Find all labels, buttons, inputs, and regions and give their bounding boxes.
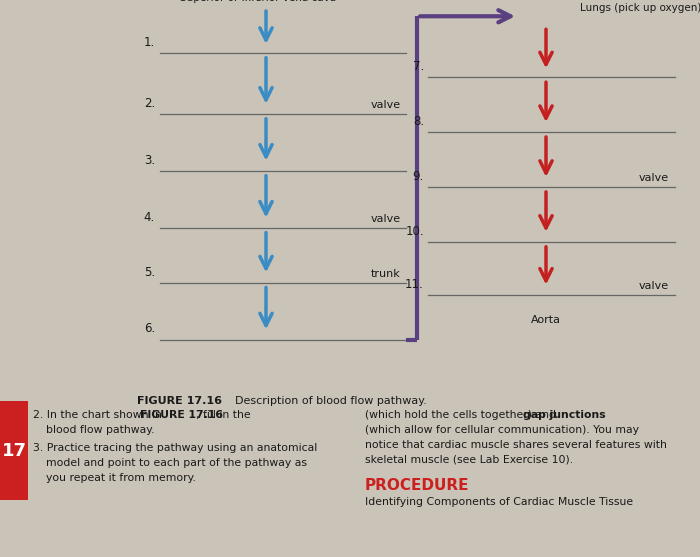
Text: 10.: 10. bbox=[405, 225, 424, 238]
Text: you repeat it from memory.: you repeat it from memory. bbox=[46, 472, 196, 482]
Text: valve: valve bbox=[370, 100, 400, 110]
Text: 2. In the chart shown in: 2. In the chart shown in bbox=[33, 410, 165, 420]
Text: 6.: 6. bbox=[144, 323, 155, 335]
Text: Aorta: Aorta bbox=[531, 315, 561, 325]
Text: skeletal muscle (see Lab Exercise 10).: skeletal muscle (see Lab Exercise 10). bbox=[365, 455, 573, 465]
Text: Description of blood flow pathway.: Description of blood flow pathway. bbox=[235, 397, 427, 407]
Text: Lungs (pick up oxygen): Lungs (pick up oxygen) bbox=[580, 3, 700, 13]
Text: PROCEDURE: PROCEDURE bbox=[365, 477, 470, 492]
Text: , fill in the: , fill in the bbox=[196, 410, 251, 420]
Text: Identifying Components of Cardiac Muscle Tissue: Identifying Components of Cardiac Muscle… bbox=[365, 497, 633, 507]
Text: 11.: 11. bbox=[405, 278, 424, 291]
Text: 3. Practice tracing the pathway using an anatomical: 3. Practice tracing the pathway using an… bbox=[33, 443, 317, 453]
Text: valve: valve bbox=[639, 281, 669, 291]
Text: FIGURE 17.16: FIGURE 17.16 bbox=[140, 410, 223, 420]
Text: 17: 17 bbox=[1, 442, 27, 460]
Text: (which allow for cellular communication). You may: (which allow for cellular communication)… bbox=[365, 425, 639, 435]
FancyBboxPatch shape bbox=[0, 401, 28, 500]
Text: notice that cardiac muscle shares several features with: notice that cardiac muscle shares severa… bbox=[365, 440, 667, 450]
Text: model and point to each part of the pathway as: model and point to each part of the path… bbox=[46, 458, 307, 468]
Text: (which hold the cells together) and: (which hold the cells together) and bbox=[365, 410, 559, 420]
Text: 9.: 9. bbox=[413, 170, 424, 183]
Text: 4.: 4. bbox=[144, 211, 155, 223]
Text: trunk: trunk bbox=[371, 268, 400, 278]
Text: 8.: 8. bbox=[413, 115, 424, 128]
Text: blood flow pathway.: blood flow pathway. bbox=[46, 425, 155, 435]
Text: gap junctions: gap junctions bbox=[523, 410, 606, 420]
Text: Superior or inferior vena cava: Superior or inferior vena cava bbox=[179, 0, 336, 3]
Text: FIGURE 17.16: FIGURE 17.16 bbox=[137, 397, 222, 407]
Text: 5.: 5. bbox=[144, 266, 155, 278]
Text: 7.: 7. bbox=[413, 60, 424, 73]
Text: valve: valve bbox=[370, 214, 400, 223]
Text: 1.: 1. bbox=[144, 36, 155, 49]
Text: 3.: 3. bbox=[144, 154, 155, 167]
Text: valve: valve bbox=[639, 173, 669, 183]
Text: 2.: 2. bbox=[144, 97, 155, 110]
